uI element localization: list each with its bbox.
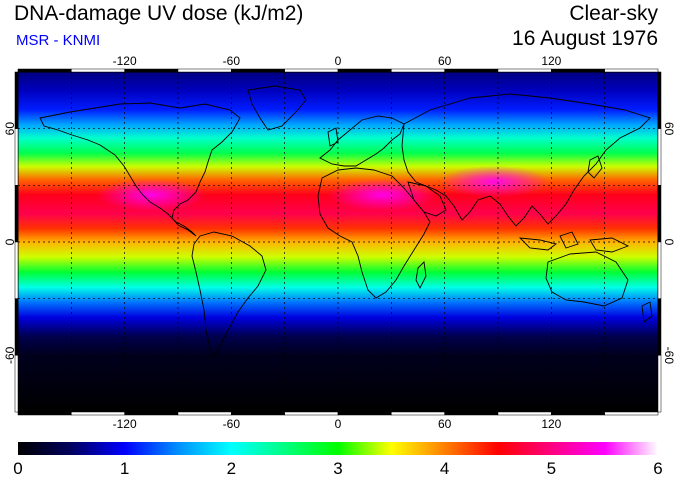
frame-bar-bottom (124, 411, 179, 416)
frame-bar-bottom (444, 411, 499, 416)
colorbar-label: 2 (227, 459, 236, 478)
frame-bar-right (657, 71, 662, 129)
latitude-tick-label: -60 (3, 346, 17, 364)
frame-bar-top (444, 68, 499, 73)
frame-bar-bottom (337, 411, 392, 416)
frame-bar-bottom (391, 411, 445, 416)
longitude-tick-label: 0 (335, 417, 342, 431)
longitude-tick-label: 60 (438, 54, 452, 68)
frame-bar-bottom (231, 411, 285, 416)
longitude-tick-label: -60 (223, 54, 241, 68)
latitude-tick-label: -60 (662, 347, 676, 365)
frame-bar-bottom (604, 411, 659, 416)
latitude-tick-label: 60 (3, 122, 17, 136)
colorbar-label: 4 (440, 459, 449, 478)
frame-bar-bottom (177, 411, 232, 416)
hotspot (96, 178, 207, 211)
frame-bar-right (657, 128, 662, 186)
frame-bar-bottom (551, 411, 605, 416)
frame-bar-left (14, 355, 19, 413)
map-title: DNA-damage UV dose (kJ/m2) (14, 2, 304, 25)
longitude-tick-label: 120 (541, 54, 561, 68)
colorbar-label: 6 (653, 459, 662, 478)
frame-bar-right (657, 185, 662, 243)
longitude-tick-label: -60 (223, 417, 241, 431)
map-source: MSR - KNMI (16, 32, 101, 49)
colorbar-label: 5 (547, 459, 556, 478)
longitude-labels-top: -120 -60 0 60 120 (113, 54, 562, 68)
colorbar-label: 0 (13, 459, 22, 478)
longitude-tick-label: -120 (113, 54, 137, 68)
frame-bar-right (657, 355, 662, 413)
frame-bar-top (71, 68, 125, 73)
longitude-tick-label: 60 (438, 417, 452, 431)
latitude-tick-label: 60 (662, 122, 676, 136)
frame-bar-top (231, 68, 285, 73)
frame-bar-top (124, 68, 179, 73)
frame-bar-left (14, 128, 19, 186)
frame-bar-left (14, 241, 19, 299)
frame-bar-top (337, 68, 392, 73)
latitude-tick-label: 0 (3, 238, 17, 245)
frame-bar-top (284, 68, 339, 73)
sky-condition: Clear-sky (569, 2, 658, 25)
frame-bar-top (604, 68, 659, 73)
hotspot (439, 165, 550, 198)
frame-bar-bottom (71, 411, 125, 416)
frame-ticks (14, 68, 662, 416)
longitude-tick-label: 0 (335, 54, 342, 68)
longitude-tick-label: 120 (541, 417, 561, 431)
colorbar-label: 3 (333, 459, 342, 478)
latitude-labels-left: 60 0 -60 (3, 122, 17, 364)
frame-bar-left (14, 71, 19, 129)
map-date: 16 August 1976 (512, 27, 658, 50)
longitude-tick-label: -120 (113, 417, 137, 431)
latitude-tick-label: 0 (662, 239, 676, 246)
coastlines (39, 85, 653, 360)
frame-bar-bottom (284, 411, 339, 416)
frame-bar-right (657, 298, 662, 356)
frame-bar-right (657, 241, 662, 299)
colorbar: 0 1 2 3 4 5 6 (13, 442, 663, 478)
map-area (14, 68, 662, 416)
colorbar-label: 1 (120, 459, 129, 478)
longitude-labels-bottom: -120 -60 0 60 120 (113, 417, 562, 431)
frame-bar-top (497, 68, 552, 73)
colorbar-ramp (18, 442, 658, 455)
latitude-labels-right: 60 0 -60 (662, 122, 676, 364)
frame-bar-top (391, 68, 445, 73)
frame-bar-bottom (497, 411, 552, 416)
frame-bar-left (14, 185, 19, 243)
frame-bar-top (17, 68, 72, 73)
frame-bar-bottom (17, 411, 72, 416)
frame-bar-top (177, 68, 232, 73)
frame-bar-top (551, 68, 605, 73)
graticule (18, 72, 658, 412)
